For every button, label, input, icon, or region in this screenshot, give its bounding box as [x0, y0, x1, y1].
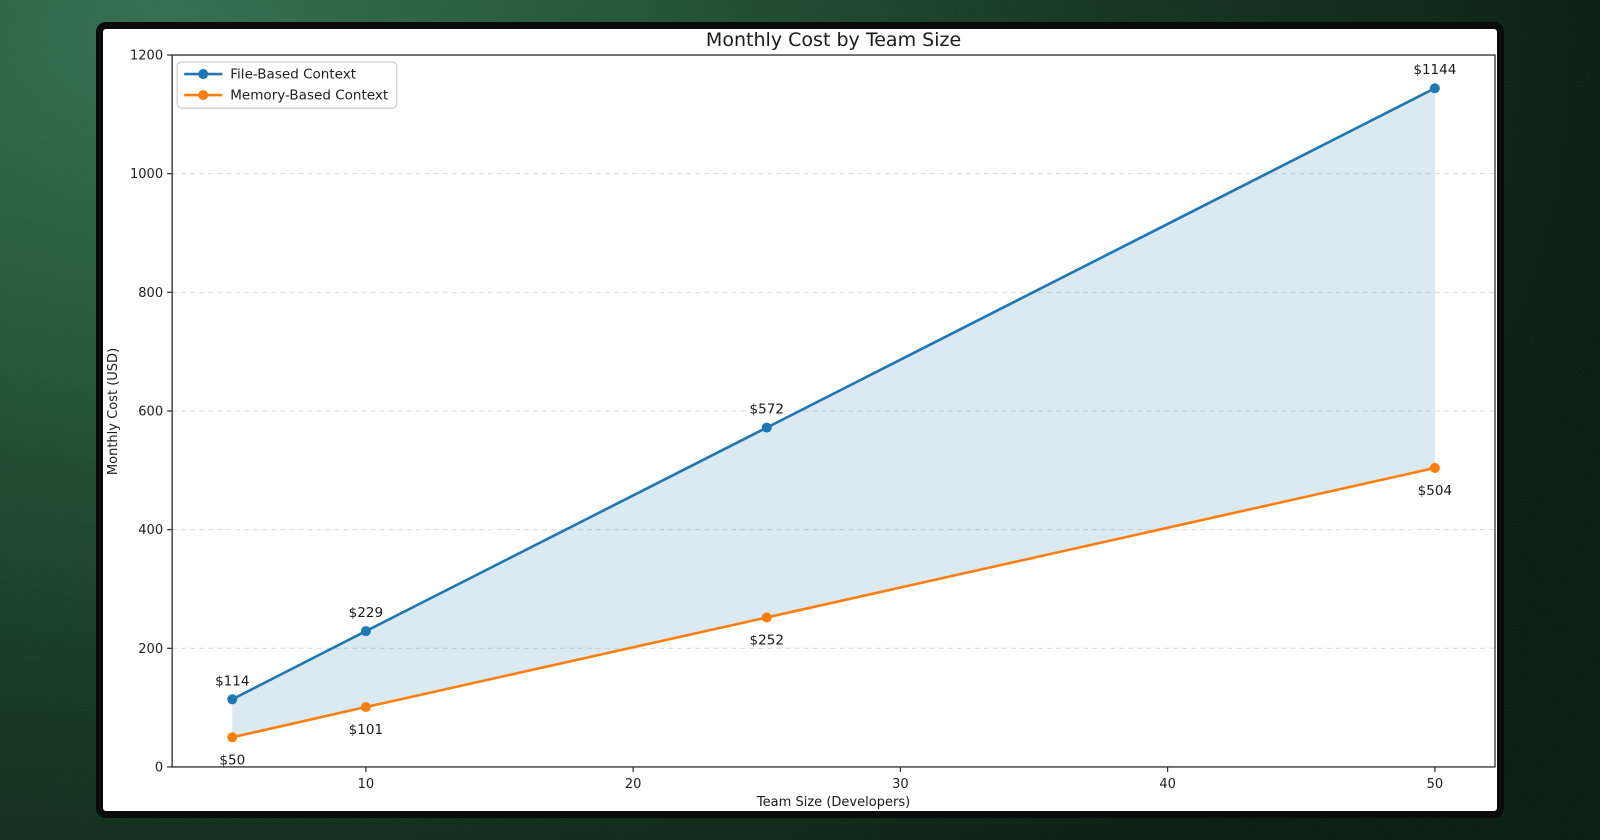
y-tick-label-0: 0: [155, 760, 163, 775]
x-tick-label-50: 50: [1427, 777, 1444, 792]
line-chart: 10 20 30 40 50 0 200 400 600 800 1000 1200 $114 $229…: [106, 29, 1496, 810]
data-point-1-1: [360, 702, 371, 713]
data-label-0-0: $114: [215, 673, 249, 689]
chart-card: 10 20 30 40 50 0 200 400 600 800 1000 1200 $114 $229…: [96, 22, 1504, 818]
y-tick-label-1000: 1000: [130, 167, 163, 182]
data-label-1-0: $50: [219, 752, 245, 768]
legend-label-0: File-Based Context: [230, 67, 356, 83]
y-tick-label-200: 200: [138, 642, 163, 657]
data-point-0-3: [1429, 83, 1440, 94]
data-point-0-0: [227, 694, 238, 705]
data-point-1-2: [761, 612, 772, 623]
data-label-0-3: $1144: [1413, 62, 1456, 78]
data-label-1-3: $504: [1418, 483, 1452, 499]
data-point-1-3: [1429, 462, 1440, 473]
data-label-0-1: $229: [349, 605, 383, 621]
data-label-1-1: $101: [349, 722, 383, 738]
x-tick-label-10: 10: [358, 777, 375, 792]
x-tick-label-40: 40: [1159, 777, 1176, 792]
y-axis-label: Monthly Cost (USD): [106, 348, 121, 475]
chart-title: Monthly Cost by Team Size: [706, 29, 961, 51]
data-label-0-2: $572: [750, 402, 784, 418]
legend: File-Based Context Memory-Based Context: [176, 61, 398, 109]
x-axis-label: Team Size (Developers): [756, 795, 910, 810]
cost-gap-fill-group: [232, 88, 1435, 738]
data-point-0-2: [761, 422, 772, 433]
y-tick-label-1200: 1200: [130, 49, 163, 64]
x-tick-label-30: 30: [892, 777, 909, 792]
legend-marker-0: [198, 69, 209, 80]
legend-label-1: Memory-Based Context: [230, 88, 388, 104]
y-tick-label-400: 400: [138, 523, 163, 538]
x-tick-label-20: 20: [625, 777, 642, 792]
y-tick-label-600: 600: [138, 404, 163, 419]
cost-gap-fill: [232, 88, 1435, 738]
data-point-1-0: [227, 732, 238, 743]
data-point-0-1: [360, 626, 371, 637]
data-label-1-2: $252: [750, 632, 784, 648]
y-tick-label-800: 800: [138, 286, 163, 301]
legend-marker-1: [198, 90, 209, 101]
